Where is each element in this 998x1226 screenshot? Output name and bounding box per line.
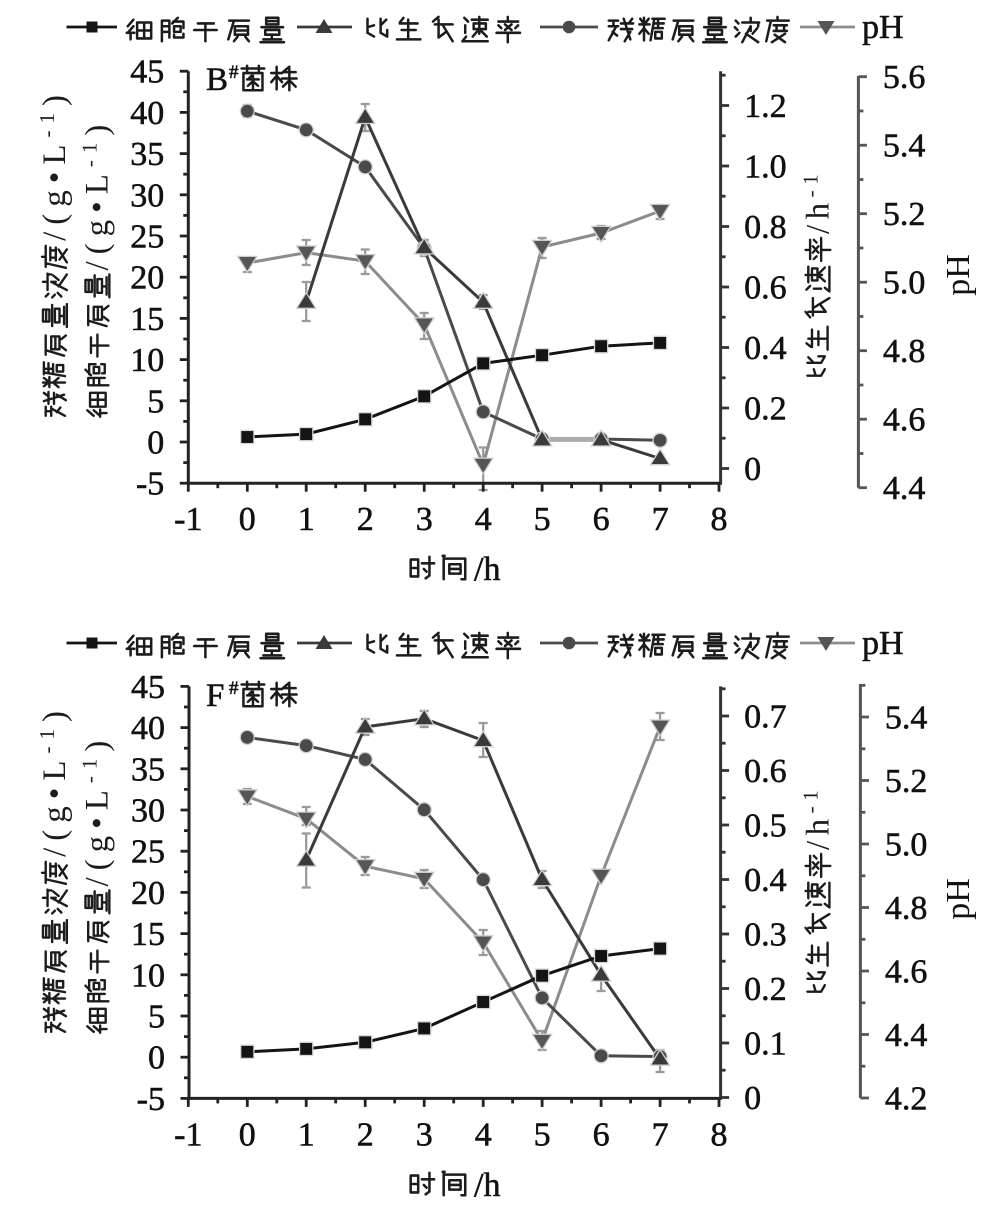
svg-text:-1: -1 <box>174 1116 202 1153</box>
svg-text:-5: -5 <box>136 466 164 503</box>
svg-text:0: 0 <box>148 1040 165 1077</box>
svg-text:B: B <box>206 62 228 98</box>
svg-text:1: 1 <box>298 1116 315 1153</box>
svg-text:2: 2 <box>357 501 374 538</box>
svg-text:3: 3 <box>416 1116 433 1153</box>
svg-text:4.2: 4.2 <box>885 1081 928 1118</box>
svg-text:40: 40 <box>131 710 165 747</box>
svg-text:15: 15 <box>130 301 164 338</box>
svg-text:5.4: 5.4 <box>883 128 926 165</box>
svg-text:5.6: 5.6 <box>883 59 926 96</box>
svg-text:0.1: 0.1 <box>744 1026 787 1063</box>
svg-text:#: # <box>229 62 239 83</box>
svg-text:5: 5 <box>148 999 165 1036</box>
svg-text:0: 0 <box>147 425 164 462</box>
svg-text:30: 30 <box>131 793 165 830</box>
svg-text:6: 6 <box>593 1116 610 1153</box>
svg-text:4.6: 4.6 <box>885 954 928 991</box>
svg-text:0.2: 0.2 <box>744 391 787 428</box>
svg-text:8: 8 <box>711 1116 728 1153</box>
svg-text:5: 5 <box>534 1116 551 1153</box>
svg-text:5.0: 5.0 <box>885 827 928 864</box>
svg-text:15: 15 <box>131 916 165 953</box>
svg-text:0: 0 <box>239 1116 256 1153</box>
svg-text:20: 20 <box>130 260 164 297</box>
svg-text:5: 5 <box>147 383 164 420</box>
svg-text:#: # <box>229 678 239 699</box>
svg-text:4.8: 4.8 <box>883 333 926 370</box>
svg-text:0.2: 0.2 <box>744 971 787 1008</box>
svg-text:pH: pH <box>862 9 904 46</box>
svg-text:4.6: 4.6 <box>883 402 926 439</box>
svg-text:7: 7 <box>652 1116 669 1153</box>
svg-text:0.6: 0.6 <box>744 270 787 307</box>
svg-text:0.4: 0.4 <box>744 862 787 899</box>
svg-text:0: 0 <box>239 501 256 538</box>
svg-text:0.8: 0.8 <box>744 209 787 246</box>
svg-text:0.7: 0.7 <box>744 699 787 736</box>
svg-text:20: 20 <box>131 875 165 912</box>
svg-text:5.2: 5.2 <box>885 763 928 800</box>
svg-text:0: 0 <box>744 1080 761 1117</box>
svg-text:0.3: 0.3 <box>744 917 787 954</box>
svg-text:0.6: 0.6 <box>744 753 787 790</box>
svg-text:/h: /h <box>474 1167 500 1204</box>
svg-text:10: 10 <box>131 957 165 994</box>
svg-text:4: 4 <box>475 501 492 538</box>
svg-text:/h: /h <box>474 551 500 588</box>
svg-text:6: 6 <box>593 501 610 538</box>
svg-text:25: 25 <box>131 834 165 871</box>
svg-text:pH: pH <box>940 254 977 296</box>
svg-text:35: 35 <box>130 136 164 173</box>
svg-text:4.4: 4.4 <box>883 470 926 507</box>
svg-text:0.5: 0.5 <box>744 808 787 845</box>
svg-text:pH: pH <box>940 878 977 920</box>
svg-text:pH: pH <box>862 625 904 662</box>
svg-text:/(g•L-1): /(g•L-1) <box>78 118 116 271</box>
svg-text:F: F <box>206 678 224 714</box>
svg-text:2: 2 <box>357 1116 374 1153</box>
svg-text:1.2: 1.2 <box>744 88 787 125</box>
svg-text:4.4: 4.4 <box>885 1017 928 1054</box>
svg-text:0: 0 <box>744 451 761 488</box>
svg-text:45: 45 <box>130 54 164 91</box>
svg-text:7: 7 <box>652 501 669 538</box>
svg-text:30: 30 <box>130 177 164 214</box>
svg-text:5.4: 5.4 <box>885 700 928 737</box>
svg-text:-1: -1 <box>174 501 202 538</box>
svg-text:25: 25 <box>130 219 164 256</box>
svg-text:35: 35 <box>131 751 165 788</box>
svg-text:8: 8 <box>711 501 728 538</box>
svg-text:5.2: 5.2 <box>883 196 926 233</box>
svg-text:5.0: 5.0 <box>883 265 926 302</box>
svg-text:4: 4 <box>475 1116 492 1153</box>
svg-text:-5: -5 <box>137 1081 165 1118</box>
svg-text:40: 40 <box>130 95 164 132</box>
svg-text:45: 45 <box>131 669 165 706</box>
svg-text:5: 5 <box>534 501 551 538</box>
svg-text:0.4: 0.4 <box>744 330 787 367</box>
svg-text:1: 1 <box>298 501 315 538</box>
svg-text:1.0: 1.0 <box>744 149 787 186</box>
svg-text:3: 3 <box>416 501 433 538</box>
svg-text:4.8: 4.8 <box>885 890 928 927</box>
svg-text:10: 10 <box>130 342 164 379</box>
